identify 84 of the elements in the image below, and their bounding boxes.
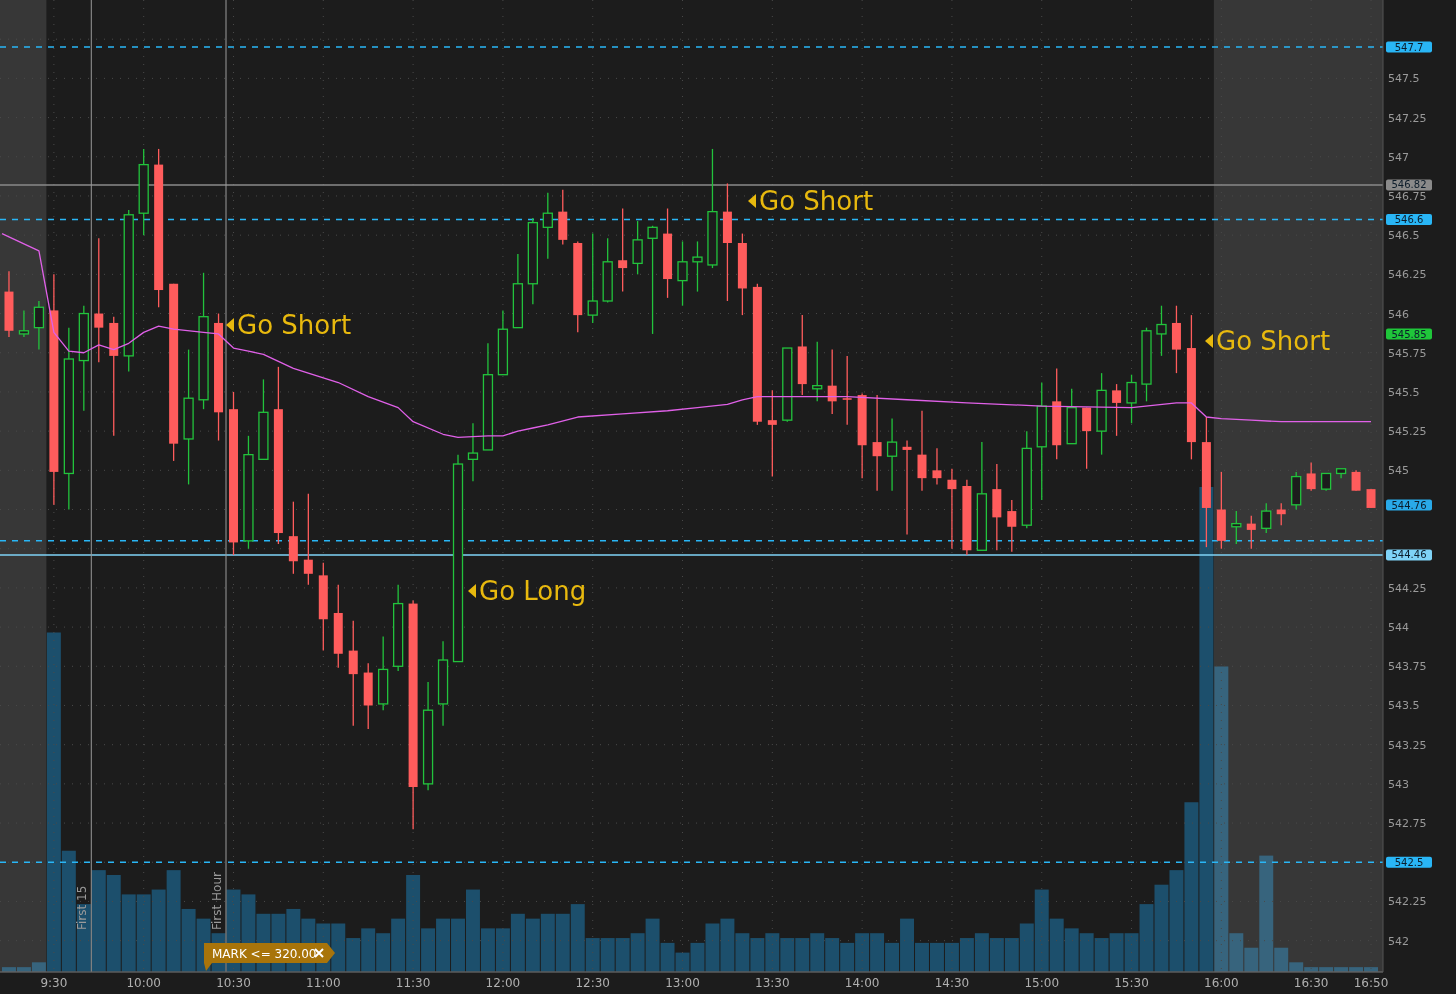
candlestick xyxy=(1126,374,1137,424)
ref-line-label: 546.82 xyxy=(1391,179,1427,191)
candlestick xyxy=(1246,515,1256,550)
candlestick xyxy=(842,355,852,426)
y-tick-label: 545.5 xyxy=(1388,385,1420,399)
x-tick-label: 15:30 xyxy=(1114,976,1149,990)
y-tick-label: 542.25 xyxy=(1388,895,1427,909)
candlestick xyxy=(303,493,313,586)
x-tick-label: 10:00 xyxy=(126,976,161,990)
x-tick-label: 9:30 xyxy=(40,976,68,990)
y-tick-label: 547 xyxy=(1388,150,1409,164)
annotation: Go Long xyxy=(479,576,587,606)
candlestick xyxy=(1156,305,1167,357)
candlestick xyxy=(692,240,703,293)
ref-line-label: 544.46 xyxy=(1391,549,1427,561)
candlestick xyxy=(1306,461,1316,492)
y-tick-label: 546.25 xyxy=(1388,268,1427,282)
x-tick-label: 16:30 xyxy=(1293,976,1329,990)
line-series xyxy=(1,232,1372,439)
y-tick-label: 545.25 xyxy=(1388,425,1427,439)
candlestick xyxy=(618,207,628,293)
candlestick xyxy=(886,417,898,492)
y-tick-label: 542.75 xyxy=(1388,817,1427,831)
annotation: MARK <= 320.00 xyxy=(212,947,317,961)
candlestick xyxy=(1351,469,1361,492)
ref-line-label: First Hour xyxy=(210,871,224,930)
candlestick xyxy=(348,620,358,727)
x-tick-label: 16:00 xyxy=(1204,976,1239,990)
x-tick-label: 10:30 xyxy=(216,976,251,990)
y-tick-label: 546 xyxy=(1388,307,1409,321)
x-tick-label: 14:30 xyxy=(934,976,970,990)
candlestick xyxy=(1112,383,1122,437)
candlestick xyxy=(677,240,688,307)
x-tick-label: 11:00 xyxy=(306,976,341,990)
y-tick-label: 546.75 xyxy=(1388,189,1427,203)
ref-line-label: 542.5 xyxy=(1394,856,1424,868)
candlestick xyxy=(932,447,942,486)
y-tick-label: 543.25 xyxy=(1388,738,1427,752)
candlestick xyxy=(587,232,598,324)
candlestick xyxy=(872,394,882,492)
candlestick xyxy=(767,389,777,478)
candlestick xyxy=(647,225,658,335)
y-tick-label: 547.5 xyxy=(1388,72,1420,86)
x-tick-label: 13:30 xyxy=(755,976,790,990)
annotation: Go Short xyxy=(759,186,874,216)
candlestick xyxy=(33,300,45,351)
candlestick xyxy=(917,410,927,492)
y-tick-label: 544 xyxy=(1388,621,1409,635)
ref-line-label: 547.7 xyxy=(1394,41,1424,53)
y-tick-label: 543.5 xyxy=(1388,699,1420,713)
candlestick xyxy=(1007,499,1017,553)
candlestick xyxy=(1082,406,1092,470)
ref-line-label: 546.6 xyxy=(1394,213,1424,225)
x-tick-label: 12:00 xyxy=(485,976,521,990)
y-tick-label: 545 xyxy=(1388,464,1409,478)
ref-line-label: First 15 xyxy=(75,885,90,930)
y-tick-label: 546.5 xyxy=(1388,229,1420,243)
text: 544.76 xyxy=(1391,499,1427,511)
x-tick-label: 13:00 xyxy=(665,976,700,990)
candlestick xyxy=(812,341,823,402)
candlestick xyxy=(1231,510,1242,545)
y-tick-label: 543.75 xyxy=(1388,660,1427,674)
x-tick-label: 12:30 xyxy=(575,976,611,990)
x-tick-label: 14:00 xyxy=(844,976,880,990)
candlestick xyxy=(1366,488,1376,509)
y-tick-label: 545.75 xyxy=(1388,346,1427,360)
x-tick-label: 15:00 xyxy=(1024,976,1060,990)
y-tick-label: 547.25 xyxy=(1388,111,1427,125)
y-tick-label: 543 xyxy=(1388,777,1409,791)
candlestick xyxy=(902,439,912,536)
candlestick xyxy=(632,220,643,275)
candlestick xyxy=(947,468,957,550)
candlestick xyxy=(1261,502,1272,534)
x-tick-label: 11:30 xyxy=(395,976,431,990)
y-tick-label: 544.25 xyxy=(1388,581,1427,595)
candlestick xyxy=(542,192,553,260)
annotation: Go Short xyxy=(237,310,352,340)
y-tick-label: 542 xyxy=(1388,934,1409,948)
annotation: Go Short xyxy=(1216,326,1331,356)
candlestick xyxy=(18,309,30,338)
text: 545.85 xyxy=(1391,328,1427,340)
candlestick xyxy=(467,422,479,482)
x-tick-label: 16:50 xyxy=(1353,976,1389,990)
candlestick xyxy=(94,237,104,363)
